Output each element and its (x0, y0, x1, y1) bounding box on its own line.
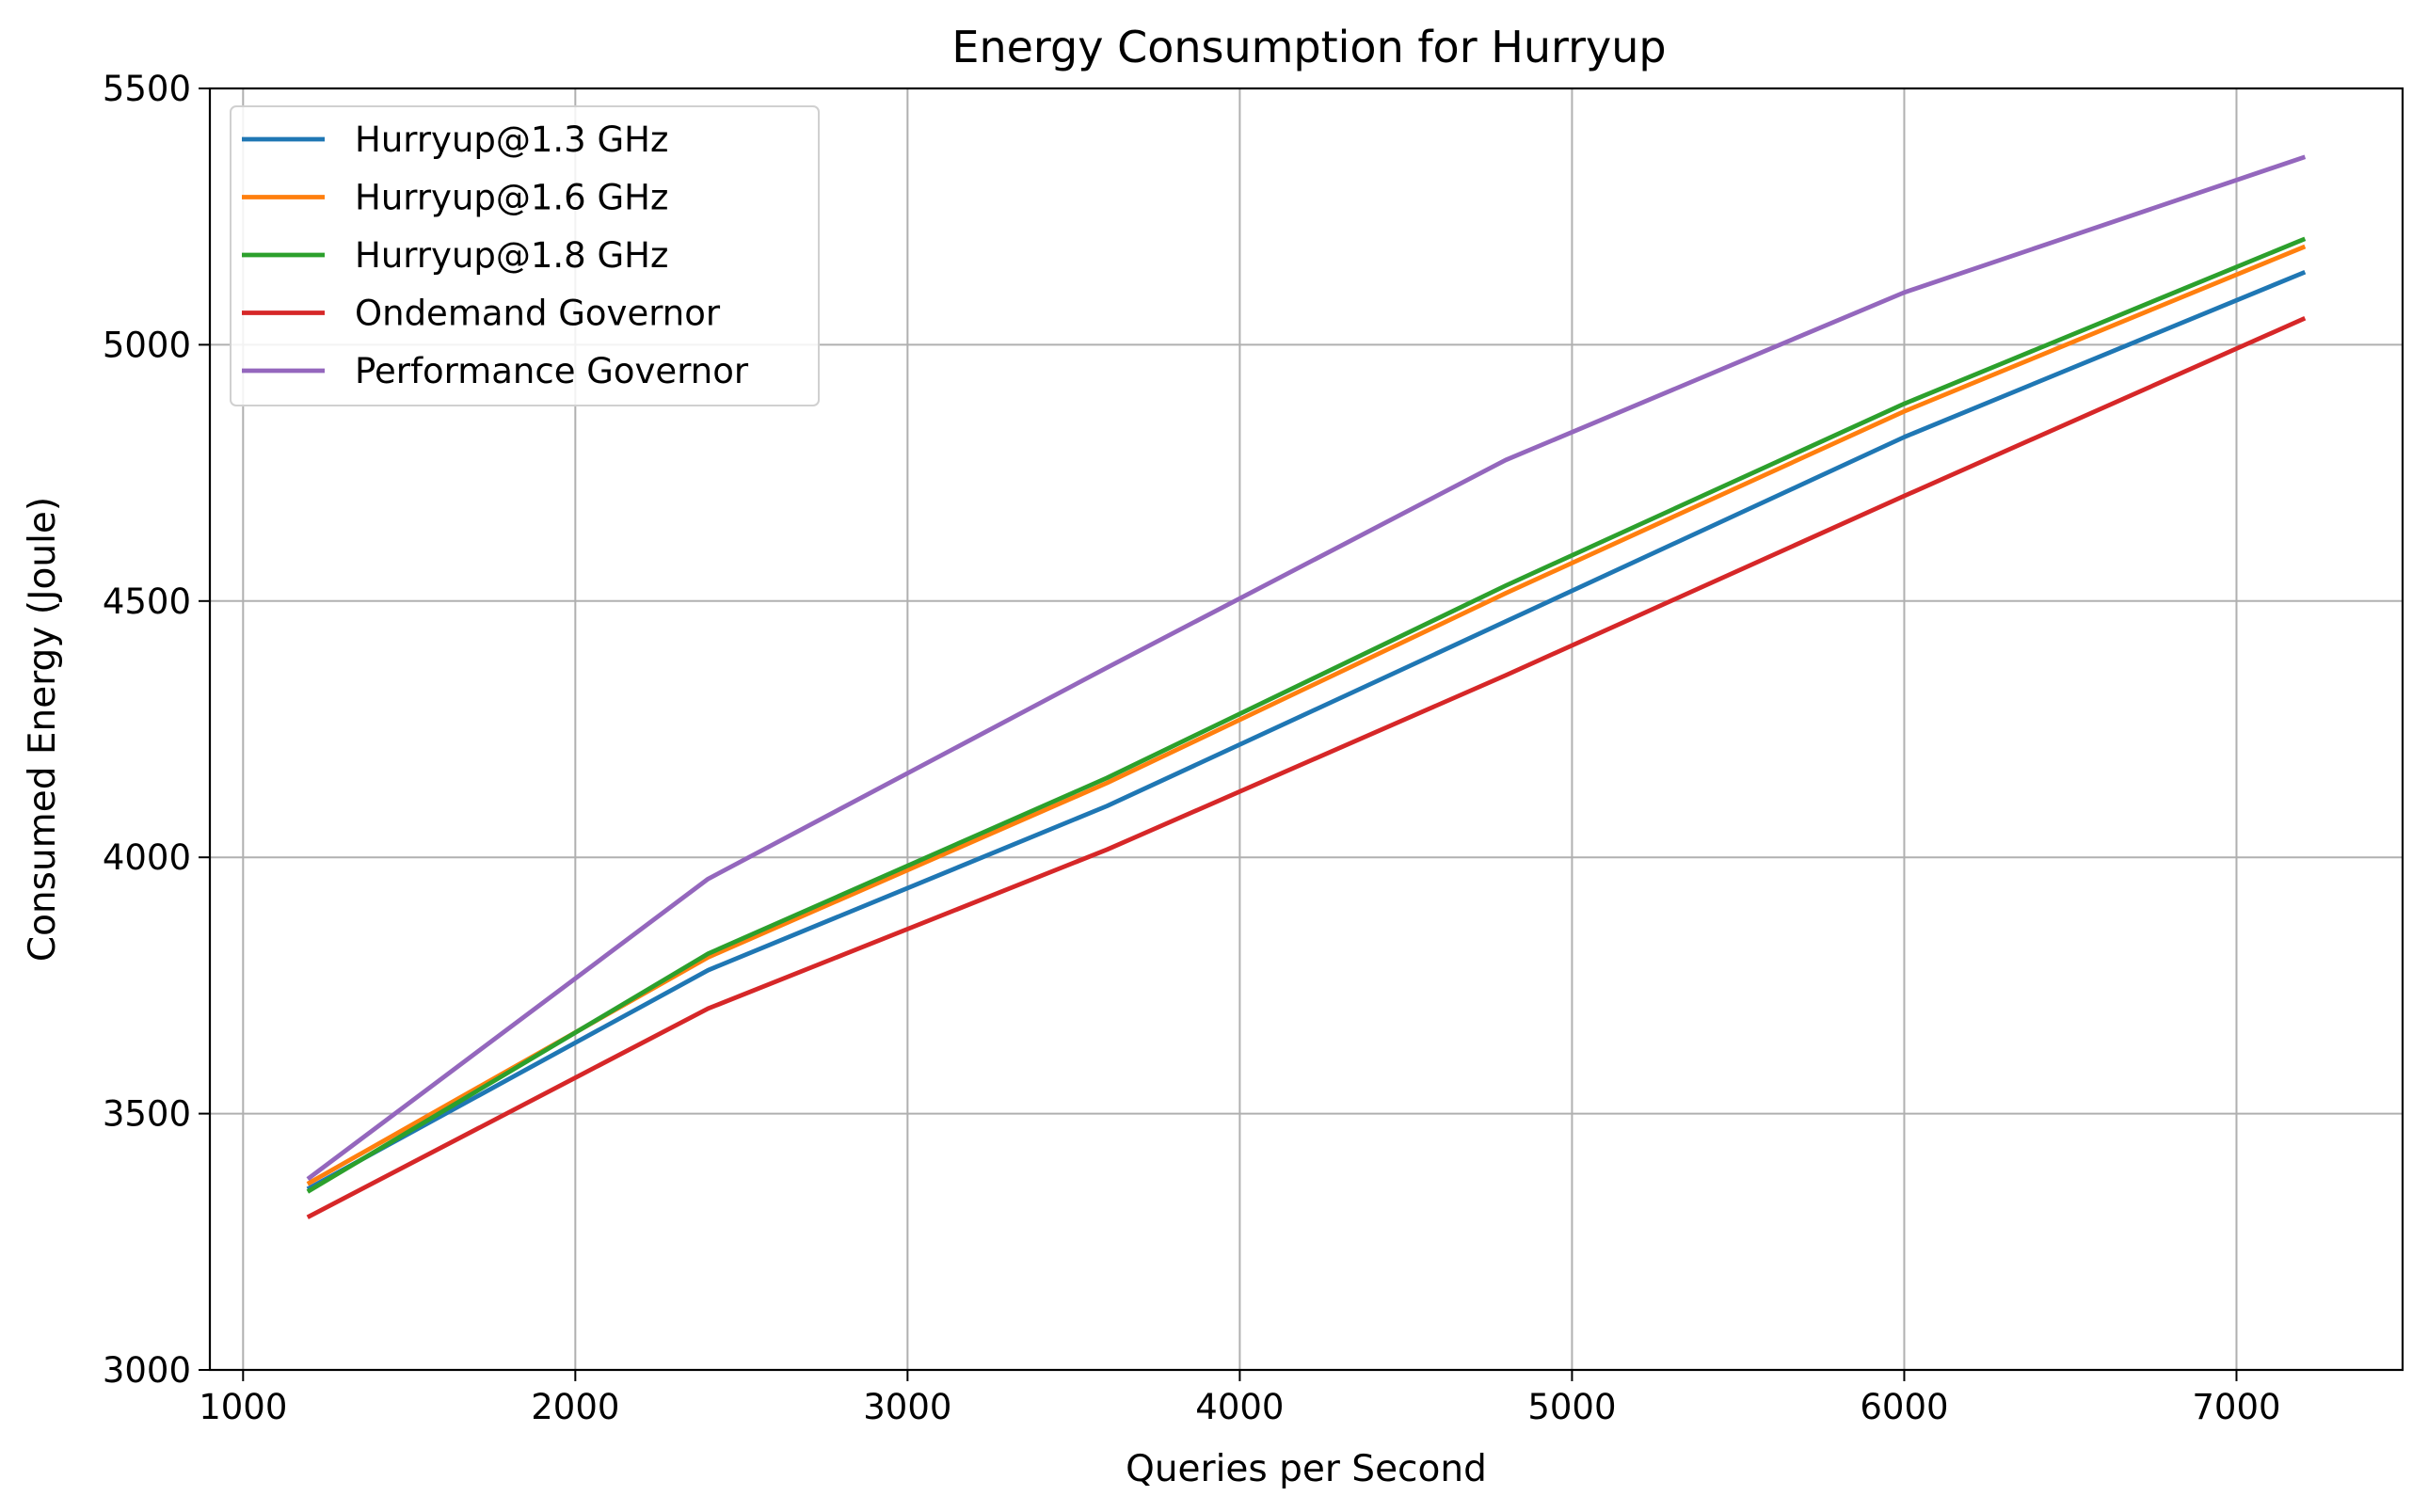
y-tick-label: 5500 (103, 69, 191, 109)
legend: Hurryup@1.3 GHz Hurryup@1.6 GHz Hurryup@1.… (230, 105, 820, 406)
legend-label: Performance Governor (355, 351, 749, 391)
y-axis-ticks: 3000 3500 4000 4500 5000 5500 (103, 69, 210, 1391)
y-axis-label: Consumed Energy (Joule) (22, 497, 64, 962)
series-line-3 (306, 236, 2307, 1194)
plot-frame (208, 87, 2404, 1372)
legend-label: Hurryup@1.3 GHz (355, 119, 668, 160)
x-axis-label: Queries per Second (1126, 1448, 1487, 1490)
x-tick-label: 4000 (1195, 1387, 1284, 1427)
x-tick-label: 1000 (199, 1387, 287, 1427)
series-line-1 (306, 269, 2307, 1191)
series-line-4 (306, 316, 2307, 1219)
y-tick-label: 4000 (103, 837, 191, 878)
series-line-5 (306, 154, 2307, 1182)
y-tick-label: 3000 (103, 1350, 191, 1391)
x-tick-label: 7000 (2192, 1387, 2280, 1427)
x-axis-ticks: 1000 2000 3000 4000 5000 6000 7000 (199, 1370, 2281, 1427)
y-tick-label: 4500 (103, 581, 191, 622)
legend-label: Hurryup@1.6 GHz (355, 178, 668, 218)
x-tick-label: 5000 (1527, 1387, 1616, 1427)
legend-label: Hurryup@1.8 GHz (355, 235, 668, 276)
series-lines (306, 154, 2307, 1219)
legend-label: Ondemand Governor (355, 294, 721, 334)
y-tick-label: 5000 (103, 325, 191, 365)
y-tick-label: 3500 (103, 1094, 191, 1135)
x-tick-label: 2000 (531, 1387, 619, 1427)
legend-box (230, 105, 820, 406)
x-tick-label: 6000 (1860, 1387, 1948, 1427)
x-tick-label: 3000 (863, 1387, 951, 1427)
chart-title: Energy Consumption for Hurryup (951, 22, 1666, 72)
